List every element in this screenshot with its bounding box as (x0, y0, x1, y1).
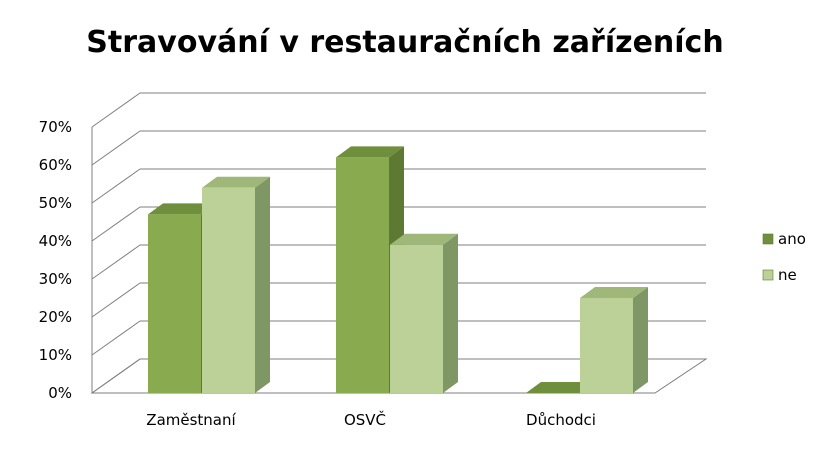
x-axis-labels: Zaměstnaní OSVČ Důchodci (146, 410, 596, 429)
gridline-wall (91, 168, 141, 204)
y-axis: 0% 10% 20% 30% 40% 50% 60% 70% (39, 118, 93, 402)
chart-title: Stravování v restauračních zařízeních (86, 25, 723, 60)
legend: ano ne (762, 230, 806, 284)
x-tick-label: Zaměstnaní (146, 411, 236, 429)
gridline-wall (91, 130, 141, 166)
gridline-wall (91, 92, 141, 128)
gridline-wall (91, 206, 141, 242)
gridline-wall (91, 244, 141, 280)
bar-ne (202, 176, 270, 393)
legend-swatch-ne (762, 269, 774, 281)
legend-label-ano: ano (778, 230, 806, 248)
bar-ne (390, 233, 458, 393)
bar-ano (526, 382, 594, 393)
y-tick-label: 40% (39, 232, 72, 250)
bar-side (443, 233, 458, 393)
gridline-wall (91, 320, 141, 356)
bar-side (255, 176, 270, 393)
bar-top (390, 233, 458, 245)
bar-front (336, 157, 389, 393)
legend-swatch-ano (762, 233, 774, 245)
x-tick-label: OSVČ (344, 410, 386, 429)
bar-top (580, 287, 648, 298)
y-tick-label: 0% (48, 384, 72, 402)
y-tick-label: 50% (39, 194, 72, 212)
y-tick-label: 30% (39, 270, 72, 288)
bar-top (148, 203, 216, 215)
y-tick-label: 20% (39, 308, 72, 326)
bar-front (148, 214, 201, 393)
bars (148, 146, 648, 393)
bar-top (202, 176, 270, 188)
y-tick-label: 70% (39, 118, 72, 136)
legend-label-ne: ne (778, 266, 797, 284)
y-tick-label: 10% (39, 346, 72, 364)
x-tick-label: Důchodci (526, 411, 596, 429)
bar-ne (580, 287, 648, 393)
y-tick-label: 60% (39, 156, 72, 174)
bar-front (202, 187, 255, 393)
bar-front (580, 298, 633, 393)
gridline-wall (91, 282, 141, 318)
gridline-wall (91, 358, 141, 394)
bar-top (336, 146, 404, 158)
bar-side (633, 287, 648, 393)
bar-front (390, 244, 443, 393)
bar-top (526, 382, 594, 393)
